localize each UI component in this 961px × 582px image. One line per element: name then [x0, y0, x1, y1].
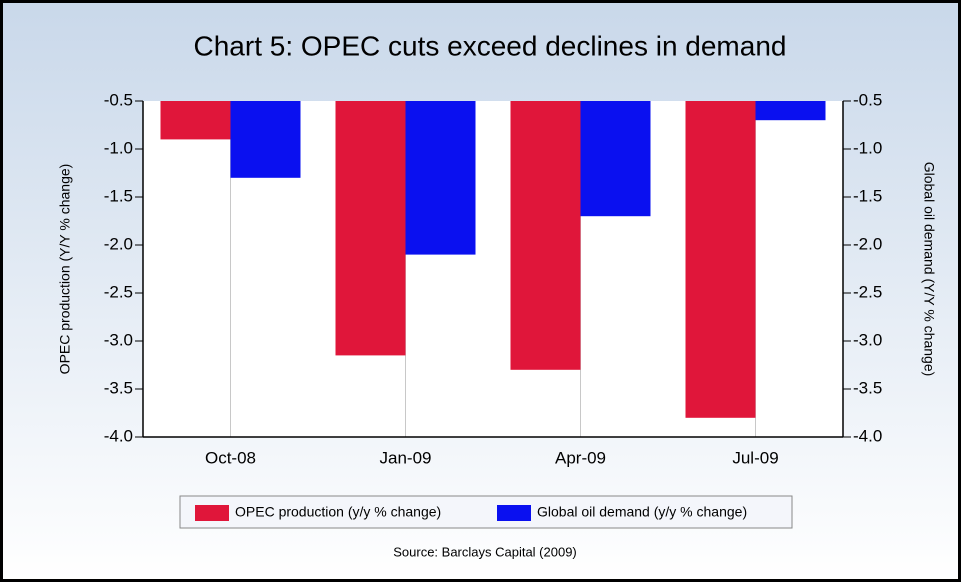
bar — [580, 101, 651, 217]
tick-label: -3.5 — [104, 378, 133, 397]
x-tick-label: Oct-08 — [205, 448, 256, 467]
y-axis-label: OPEC production (Y/Y % change) — [57, 164, 73, 375]
bar — [335, 101, 406, 356]
x-tick-label: Jan-09 — [380, 448, 432, 467]
tick-label: -3.5 — [853, 378, 882, 397]
tick-label: -2.5 — [853, 282, 882, 301]
tick-label: -3.0 — [853, 330, 882, 349]
bar — [405, 101, 476, 255]
tick-label: -0.5 — [104, 90, 133, 109]
tick-label: -4.0 — [104, 426, 133, 445]
tick-label: -3.0 — [104, 330, 133, 349]
tick-label: -1.0 — [853, 138, 882, 157]
tick-label: -1.0 — [104, 138, 133, 157]
y2-axis-label: Global oil demand (Y/Y % change) — [921, 162, 937, 377]
bar — [160, 101, 231, 140]
tick-label: -4.0 — [853, 426, 882, 445]
legend-swatch — [195, 505, 229, 521]
tick-label: -1.5 — [853, 186, 882, 205]
legend-box — [179, 495, 793, 529]
legend-swatch — [497, 505, 531, 521]
bar — [510, 101, 581, 370]
bar — [755, 101, 826, 121]
x-tick-label: Apr-09 — [555, 448, 606, 467]
legend-label: Global oil demand (y/y % change) — [537, 504, 747, 520]
bar — [230, 101, 301, 178]
x-tick-label: Jul-09 — [732, 448, 778, 467]
tick-label: -2.5 — [104, 282, 133, 301]
chart-title: Chart 5: OPEC cuts exceed declines in de… — [194, 30, 787, 61]
bar — [685, 101, 756, 418]
tick-label: -2.0 — [853, 234, 882, 253]
tick-label: -1.5 — [104, 186, 133, 205]
legend-label: OPEC production (y/y % change) — [235, 504, 441, 520]
tick-label: -2.0 — [104, 234, 133, 253]
source-note: Source: Barclays Capital (2009) — [393, 544, 577, 559]
tick-label: -0.5 — [853, 90, 882, 109]
